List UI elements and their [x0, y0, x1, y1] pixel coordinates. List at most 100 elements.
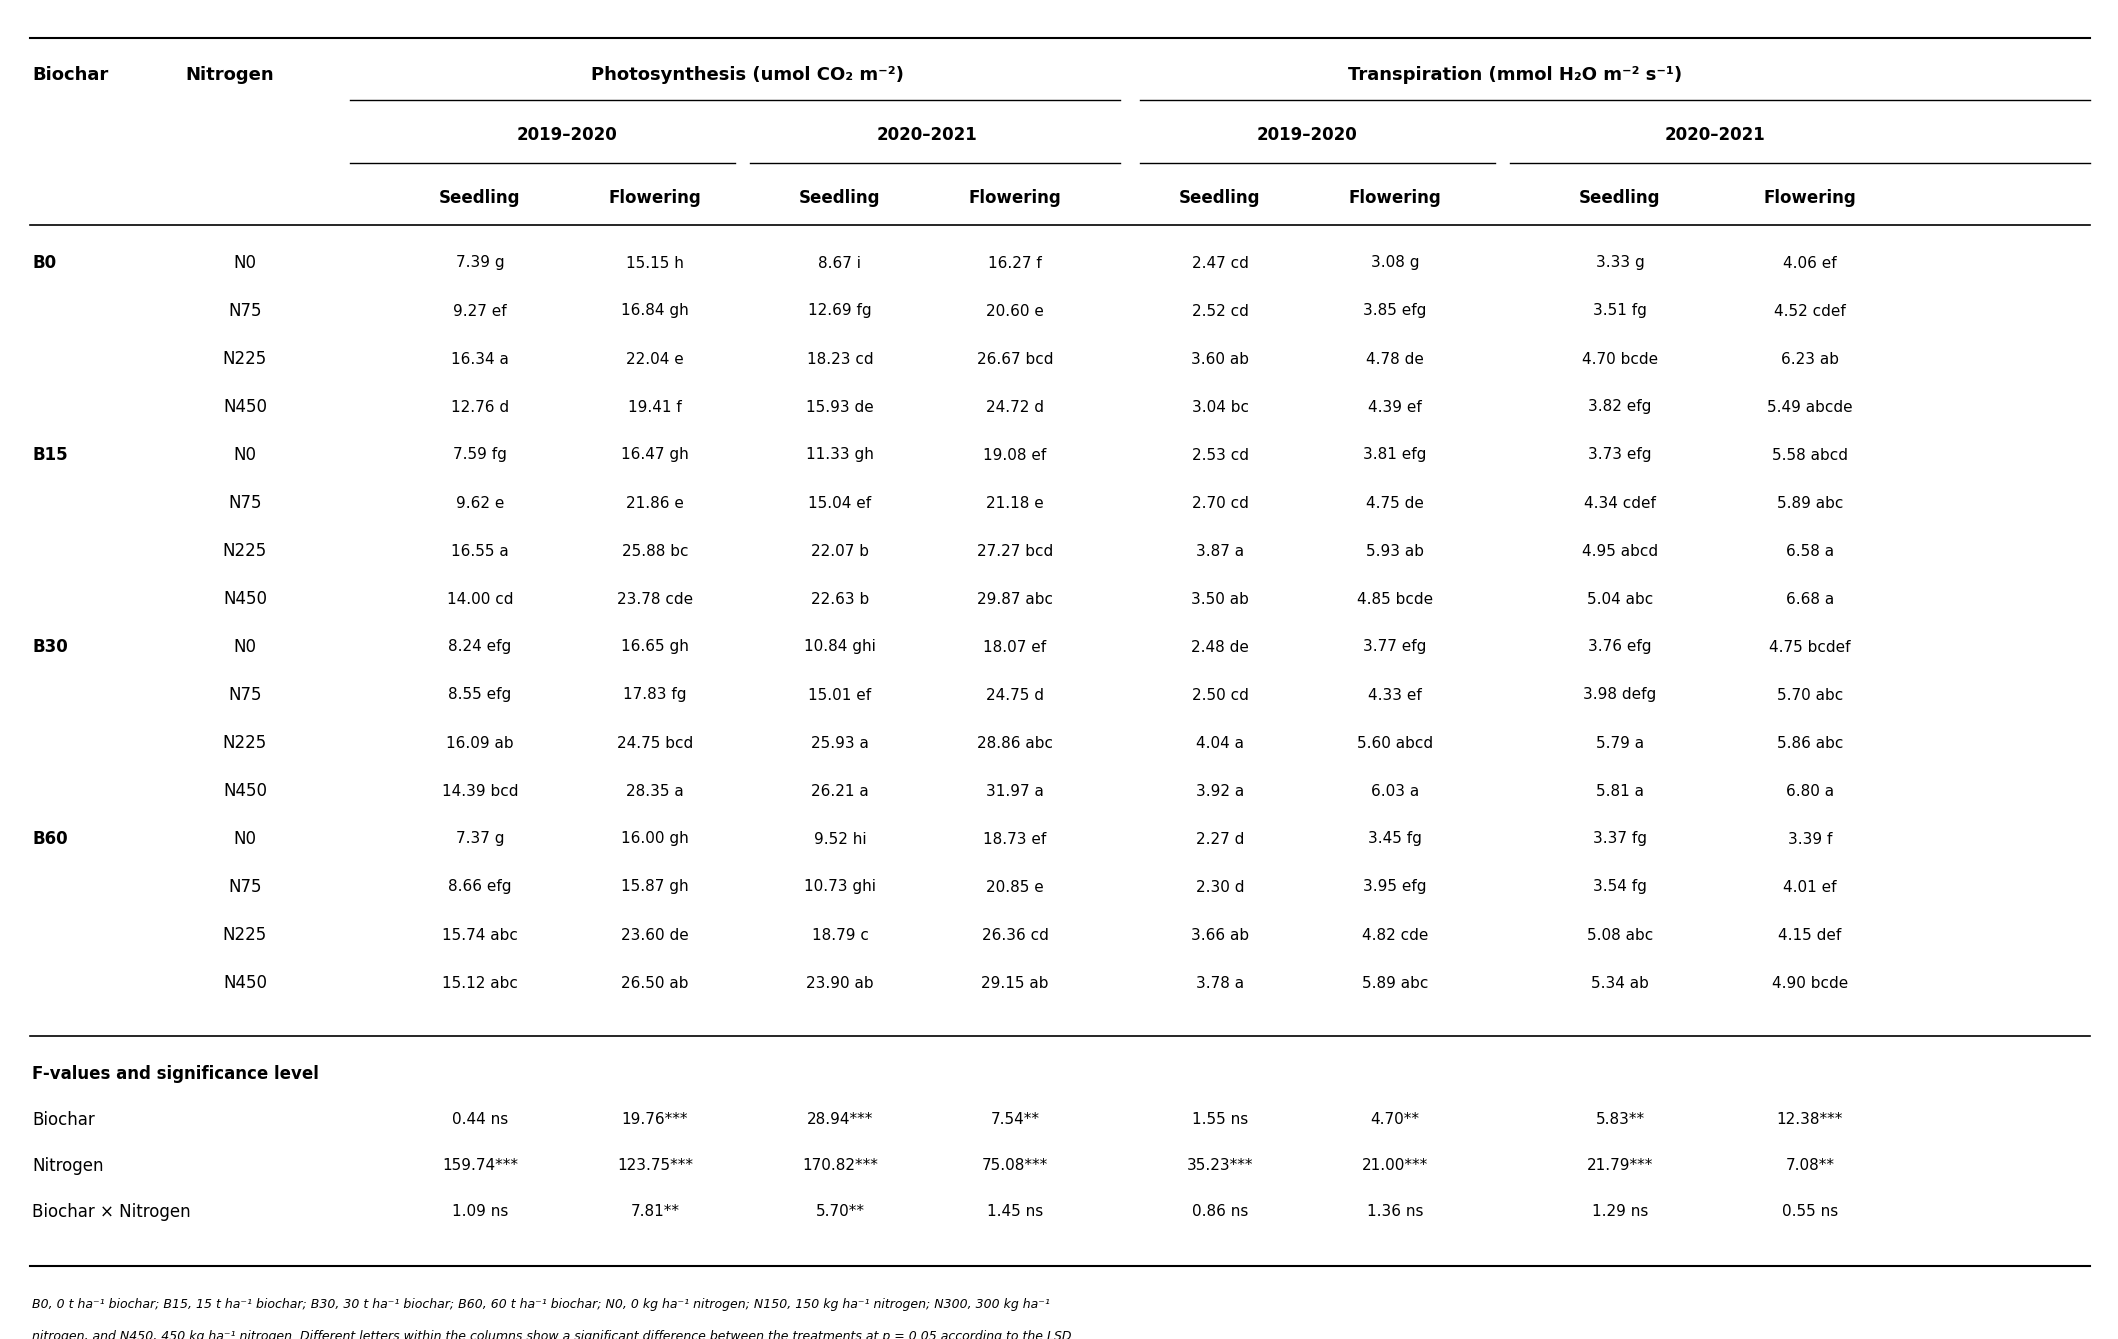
- Text: 16.34 a: 16.34 a: [451, 352, 508, 367]
- Text: 6.58 a: 6.58 a: [1785, 544, 1834, 558]
- Text: 7.39 g: 7.39 g: [455, 256, 504, 270]
- Text: 1.29 ns: 1.29 ns: [1593, 1205, 1648, 1220]
- Text: 26.50 ab: 26.50 ab: [621, 976, 688, 991]
- Text: 14.00 cd: 14.00 cd: [447, 592, 513, 607]
- Text: 9.27 ef: 9.27 ef: [453, 304, 506, 319]
- Text: 4.01 ef: 4.01 ef: [1783, 880, 1836, 894]
- Text: 7.81**: 7.81**: [631, 1205, 680, 1220]
- Text: 6.80 a: 6.80 a: [1785, 783, 1834, 798]
- Text: 9.62 e: 9.62 e: [455, 495, 504, 510]
- Text: 3.78 a: 3.78 a: [1197, 976, 1243, 991]
- Text: 12.38***: 12.38***: [1777, 1113, 1843, 1127]
- Text: Flowering: Flowering: [968, 189, 1061, 208]
- Text: 3.81 efg: 3.81 efg: [1364, 447, 1428, 462]
- Text: 0.86 ns: 0.86 ns: [1192, 1205, 1248, 1220]
- Text: 24.75 bcd: 24.75 bcd: [616, 735, 693, 750]
- Text: 21.79***: 21.79***: [1586, 1158, 1654, 1173]
- Text: 15.01 ef: 15.01 ef: [809, 687, 873, 703]
- Text: 27.27 bcd: 27.27 bcd: [976, 544, 1053, 558]
- Text: Seedling: Seedling: [798, 189, 881, 208]
- Text: 24.72 d: 24.72 d: [987, 399, 1044, 415]
- Text: Photosynthesis (umol CO₂ m⁻²): Photosynthesis (umol CO₂ m⁻²): [591, 66, 904, 84]
- Text: 2.53 cd: 2.53 cd: [1192, 447, 1248, 462]
- Text: 16.65 gh: 16.65 gh: [621, 640, 688, 655]
- Text: 5.89 abc: 5.89 abc: [1777, 495, 1843, 510]
- Text: 16.27 f: 16.27 f: [989, 256, 1042, 270]
- Text: 10.73 ghi: 10.73 ghi: [805, 880, 877, 894]
- Text: 3.98 defg: 3.98 defg: [1584, 687, 1656, 703]
- Text: 15.93 de: 15.93 de: [807, 399, 875, 415]
- Text: 25.88 bc: 25.88 bc: [623, 544, 688, 558]
- Text: 3.95 efg: 3.95 efg: [1364, 880, 1428, 894]
- Text: 15.12 abc: 15.12 abc: [443, 976, 519, 991]
- Text: 123.75***: 123.75***: [616, 1158, 693, 1173]
- Text: 26.21 a: 26.21 a: [811, 783, 868, 798]
- Text: 3.50 ab: 3.50 ab: [1190, 592, 1250, 607]
- Text: 3.04 bc: 3.04 bc: [1192, 399, 1248, 415]
- Text: 3.45 fg: 3.45 fg: [1368, 832, 1421, 846]
- Text: 4.75 bcdef: 4.75 bcdef: [1769, 640, 1851, 655]
- Text: 5.70**: 5.70**: [815, 1205, 864, 1220]
- Text: 5.86 abc: 5.86 abc: [1777, 735, 1843, 750]
- Text: 75.08***: 75.08***: [983, 1158, 1048, 1173]
- Text: 18.79 c: 18.79 c: [811, 928, 868, 943]
- Text: 18.73 ef: 18.73 ef: [983, 832, 1046, 846]
- Text: N450: N450: [222, 973, 267, 992]
- Text: Transpiration (mmol H₂O m⁻² s⁻¹): Transpiration (mmol H₂O m⁻² s⁻¹): [1347, 66, 1682, 84]
- Text: 8.67 i: 8.67 i: [818, 256, 862, 270]
- Text: N450: N450: [222, 590, 267, 608]
- Text: 4.95 abcd: 4.95 abcd: [1582, 544, 1658, 558]
- Text: 159.74***: 159.74***: [443, 1158, 519, 1173]
- Text: 6.68 a: 6.68 a: [1785, 592, 1834, 607]
- Text: Flowering: Flowering: [608, 189, 701, 208]
- Text: N225: N225: [222, 734, 267, 753]
- Text: 4.70 bcde: 4.70 bcde: [1582, 352, 1658, 367]
- Text: Seedling: Seedling: [1180, 189, 1260, 208]
- Text: 2.48 de: 2.48 de: [1190, 640, 1250, 655]
- Text: 8.24 efg: 8.24 efg: [449, 640, 513, 655]
- Text: Flowering: Flowering: [1764, 189, 1855, 208]
- Text: B30: B30: [32, 637, 68, 656]
- Text: 22.04 e: 22.04 e: [627, 352, 684, 367]
- Text: F-values and significance level: F-values and significance level: [32, 1065, 320, 1083]
- Text: N75: N75: [229, 878, 263, 896]
- Text: 20.85 e: 20.85 e: [987, 880, 1044, 894]
- Text: 3.85 efg: 3.85 efg: [1364, 304, 1428, 319]
- Text: 3.76 efg: 3.76 efg: [1588, 640, 1652, 655]
- Text: 17.83 fg: 17.83 fg: [623, 687, 686, 703]
- Text: 21.18 e: 21.18 e: [987, 495, 1044, 510]
- Text: 20.60 e: 20.60 e: [987, 304, 1044, 319]
- Text: 4.15 def: 4.15 def: [1779, 928, 1843, 943]
- Text: 3.39 f: 3.39 f: [1788, 832, 1832, 846]
- Text: 6.03 a: 6.03 a: [1370, 783, 1419, 798]
- Text: 1.09 ns: 1.09 ns: [451, 1205, 508, 1220]
- Text: 0.44 ns: 0.44 ns: [451, 1113, 508, 1127]
- Text: N225: N225: [222, 542, 267, 560]
- Text: 10.84 ghi: 10.84 ghi: [805, 640, 877, 655]
- Text: 16.47 gh: 16.47 gh: [621, 447, 688, 462]
- Text: N450: N450: [222, 398, 267, 416]
- Text: 28.86 abc: 28.86 abc: [976, 735, 1053, 750]
- Text: 4.85 bcde: 4.85 bcde: [1358, 592, 1434, 607]
- Text: 3.87 a: 3.87 a: [1197, 544, 1243, 558]
- Text: 3.82 efg: 3.82 efg: [1588, 399, 1652, 415]
- Text: 3.51 fg: 3.51 fg: [1593, 304, 1648, 319]
- Text: 23.90 ab: 23.90 ab: [807, 976, 875, 991]
- Text: Biochar × Nitrogen: Biochar × Nitrogen: [32, 1202, 191, 1221]
- Text: 5.04 abc: 5.04 abc: [1586, 592, 1654, 607]
- Text: 2019–2020: 2019–2020: [517, 126, 618, 145]
- Text: 22.63 b: 22.63 b: [811, 592, 868, 607]
- Text: 2.27 d: 2.27 d: [1197, 832, 1243, 846]
- Text: 16.00 gh: 16.00 gh: [621, 832, 688, 846]
- Text: 21.86 e: 21.86 e: [627, 495, 684, 510]
- Text: 23.78 cde: 23.78 cde: [616, 592, 693, 607]
- Text: N225: N225: [222, 927, 267, 944]
- Text: 3.08 g: 3.08 g: [1370, 256, 1419, 270]
- Text: N0: N0: [233, 254, 256, 272]
- Text: 8.66 efg: 8.66 efg: [449, 880, 513, 894]
- Text: Seedling: Seedling: [438, 189, 521, 208]
- Text: 7.54**: 7.54**: [991, 1113, 1040, 1127]
- Text: nitrogen, and N450, 450 kg ha⁻¹ nitrogen. Different letters within the columns s: nitrogen, and N450, 450 kg ha⁻¹ nitrogen…: [32, 1330, 1072, 1339]
- Text: 19.76***: 19.76***: [623, 1113, 688, 1127]
- Text: 4.04 a: 4.04 a: [1197, 735, 1243, 750]
